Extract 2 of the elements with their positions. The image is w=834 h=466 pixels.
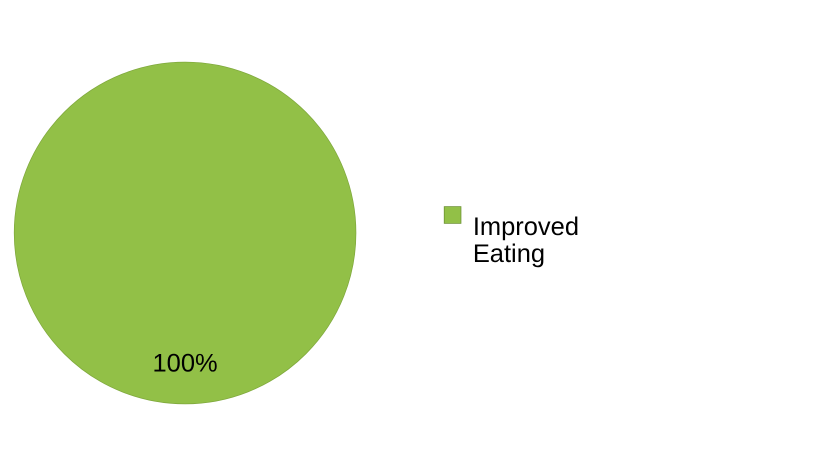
data-label: 100% [152,350,218,378]
legend-label: Improved Eating [472,213,579,268]
